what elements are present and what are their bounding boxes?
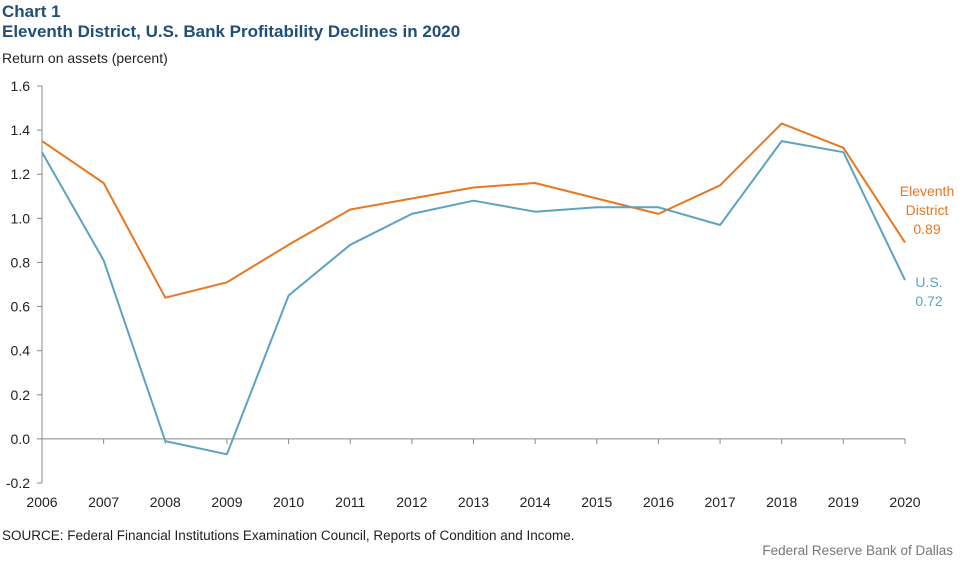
x-tick-label: 2014 xyxy=(520,494,551,510)
series-label-eleventh-district: District xyxy=(906,202,949,218)
series-label-us: U.S. xyxy=(915,274,942,290)
x-tick-label: 2012 xyxy=(396,494,427,510)
series-label-eleventh-district: 0.89 xyxy=(913,221,940,237)
x-tick-label: 2010 xyxy=(273,494,304,510)
x-tick-label: 2009 xyxy=(211,494,242,510)
y-tick-label: 0.8 xyxy=(11,254,31,270)
y-tick-label: 0.4 xyxy=(11,343,31,359)
x-tick-label: 2011 xyxy=(335,494,365,510)
x-tick-label: 2013 xyxy=(458,494,489,510)
y-tick-label: 0.2 xyxy=(11,387,31,403)
x-tick-label: 2018 xyxy=(766,494,797,510)
series-line-eleventh-district xyxy=(41,122,906,299)
y-axis-label: Return on assets (percent) xyxy=(2,50,168,66)
y-tick-label: 1.2 xyxy=(11,166,31,182)
y-tick-label: 1.6 xyxy=(11,78,31,94)
y-tick-label: -0.2 xyxy=(6,475,30,491)
credit-note: Federal Reserve Bank of Dallas xyxy=(762,543,953,558)
source-note: SOURCE: Federal Financial Institutions E… xyxy=(2,528,575,543)
series-label-eleventh-district: Eleventh xyxy=(900,183,954,199)
x-tick-label: 2015 xyxy=(581,494,612,510)
x-tick-label: 2016 xyxy=(643,494,674,510)
series-line-us xyxy=(41,140,906,456)
x-tick-label: 2017 xyxy=(704,494,735,510)
chart-title: Eleventh District, U.S. Bank Profitabili… xyxy=(2,22,461,41)
y-tick-label: 1.4 xyxy=(11,122,31,138)
x-tick-label: 2008 xyxy=(150,494,181,510)
y-tick-label: 0.0 xyxy=(11,431,31,447)
y-tick-label: 1.0 xyxy=(11,210,31,226)
x-tick-label: 2006 xyxy=(26,494,57,510)
series-label-us: 0.72 xyxy=(915,293,942,309)
series-layer xyxy=(41,122,906,456)
chart-label: Chart 1 xyxy=(2,2,61,21)
y-tick-label: 0.6 xyxy=(11,299,31,315)
x-tick-label: 2020 xyxy=(889,494,920,510)
end-labels: Eleventh District 0.89 U.S. 0.72 xyxy=(900,183,954,309)
axes: -0.2 0.0 0.2 0.4 0.6 0.8 1.0 1.2 1.4 1.6 2006 2007 2… xyxy=(6,78,921,510)
x-tick-label: 2007 xyxy=(88,494,119,510)
x-tick-label: 2019 xyxy=(828,494,859,510)
